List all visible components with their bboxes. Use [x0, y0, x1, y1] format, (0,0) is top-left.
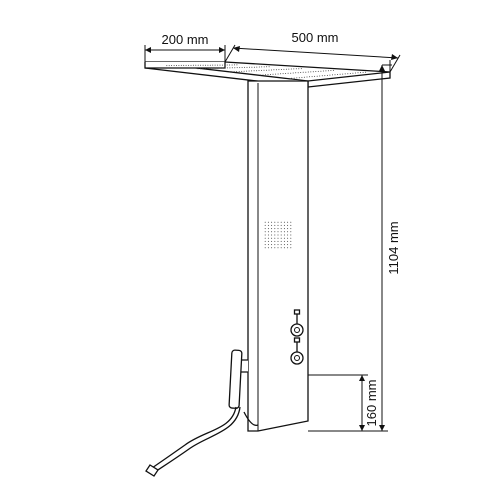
body-jets — [265, 222, 292, 249]
dimension-handset-height: 160 mm — [308, 375, 379, 431]
shower-panel-dimension-drawing: 200 mm 500 mm 1104 mm 160 mm — [0, 0, 501, 501]
dim-label-handset-height: 160 mm — [364, 380, 379, 427]
dim-label-panel-height: 1104 mm — [386, 221, 401, 274]
dimension-head-width: 200 mm — [145, 32, 225, 62]
dim-label-head-depth: 500 mm — [292, 30, 339, 45]
handset-assembly — [146, 350, 258, 476]
panel-body — [248, 81, 308, 431]
dim-label-head-width: 200 mm — [162, 32, 209, 47]
